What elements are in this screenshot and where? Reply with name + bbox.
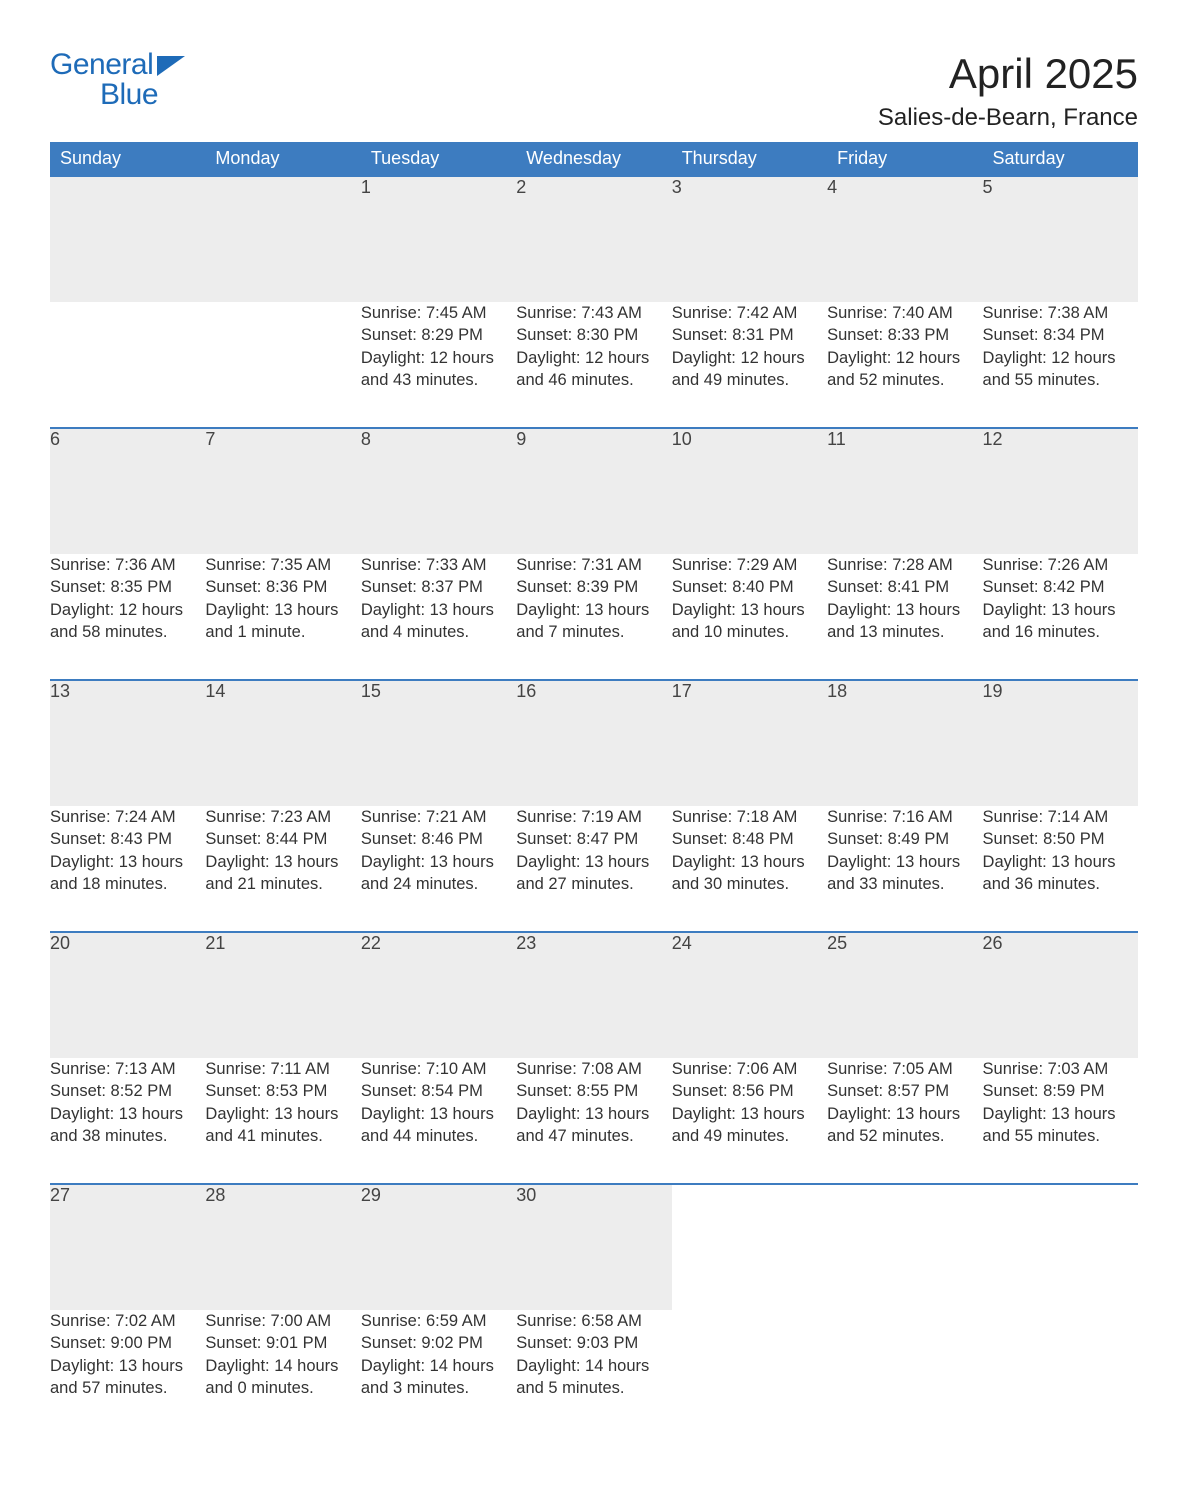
day-number: 7 <box>205 428 360 554</box>
day-content-row: Sunrise: 7:24 AMSunset: 8:43 PMDaylight:… <box>50 806 1138 932</box>
day-number: 4 <box>827 176 982 302</box>
day-cell: Sunrise: 7:00 AMSunset: 9:01 PMDaylight:… <box>205 1310 360 1436</box>
day-cell: Sunrise: 7:08 AMSunset: 8:55 PMDaylight:… <box>516 1058 671 1184</box>
day-cell: Sunrise: 7:23 AMSunset: 8:44 PMDaylight:… <box>205 806 360 932</box>
empty-day-cell <box>827 1310 982 1436</box>
location: Salies-de-Bearn, France <box>878 104 1138 132</box>
day-cell: Sunrise: 7:43 AMSunset: 8:30 PMDaylight:… <box>516 302 671 428</box>
day-cell: Sunrise: 7:40 AMSunset: 8:33 PMDaylight:… <box>827 302 982 428</box>
day-number: 18 <box>827 680 982 806</box>
logo-text-2: Blue <box>100 80 158 110</box>
day-content-row: Sunrise: 7:36 AMSunset: 8:35 PMDaylight:… <box>50 554 1138 680</box>
weekday-header: Friday <box>827 142 982 176</box>
weekday-header: Wednesday <box>516 142 671 176</box>
empty-day-cell <box>205 302 360 428</box>
day-cell: Sunrise: 7:05 AMSunset: 8:57 PMDaylight:… <box>827 1058 982 1184</box>
day-cell: Sunrise: 7:10 AMSunset: 8:54 PMDaylight:… <box>361 1058 516 1184</box>
day-cell: Sunrise: 6:58 AMSunset: 9:03 PMDaylight:… <box>516 1310 671 1436</box>
day-cell: Sunrise: 7:31 AMSunset: 8:39 PMDaylight:… <box>516 554 671 680</box>
day-number-row: 12345 <box>50 176 1138 302</box>
day-number: 26 <box>983 932 1138 1058</box>
day-cell: Sunrise: 7:36 AMSunset: 8:35 PMDaylight:… <box>50 554 205 680</box>
day-number-row: 27282930 <box>50 1184 1138 1310</box>
day-cell: Sunrise: 7:38 AMSunset: 8:34 PMDaylight:… <box>983 302 1138 428</box>
calendar-document: General Blue April 2025 Salies-de-Bearn,… <box>50 50 1138 1436</box>
weekday-header: Sunday <box>50 142 205 176</box>
empty-day-number <box>827 1184 982 1310</box>
weekday-header: Tuesday <box>361 142 516 176</box>
day-cell: Sunrise: 7:42 AMSunset: 8:31 PMDaylight:… <box>672 302 827 428</box>
day-cell: Sunrise: 7:45 AMSunset: 8:29 PMDaylight:… <box>361 302 516 428</box>
day-cell: Sunrise: 7:28 AMSunset: 8:41 PMDaylight:… <box>827 554 982 680</box>
day-number: 5 <box>983 176 1138 302</box>
day-number: 1 <box>361 176 516 302</box>
day-number: 8 <box>361 428 516 554</box>
header: General Blue April 2025 Salies-de-Bearn,… <box>50 50 1138 132</box>
day-cell: Sunrise: 7:14 AMSunset: 8:50 PMDaylight:… <box>983 806 1138 932</box>
day-content-row: Sunrise: 7:02 AMSunset: 9:00 PMDaylight:… <box>50 1310 1138 1436</box>
day-cell: Sunrise: 7:02 AMSunset: 9:00 PMDaylight:… <box>50 1310 205 1436</box>
day-number: 9 <box>516 428 671 554</box>
logo: General Blue <box>50 50 185 110</box>
day-number: 11 <box>827 428 982 554</box>
day-number: 3 <box>672 176 827 302</box>
day-number: 29 <box>361 1184 516 1310</box>
day-number: 20 <box>50 932 205 1058</box>
day-cell: Sunrise: 7:06 AMSunset: 8:56 PMDaylight:… <box>672 1058 827 1184</box>
empty-day-cell <box>50 302 205 428</box>
weekday-header: Monday <box>205 142 360 176</box>
day-cell: Sunrise: 7:16 AMSunset: 8:49 PMDaylight:… <box>827 806 982 932</box>
day-number: 27 <box>50 1184 205 1310</box>
logo-triangle-icon <box>157 56 185 76</box>
calendar-table: SundayMondayTuesdayWednesdayThursdayFrid… <box>50 142 1138 1436</box>
empty-day-cell <box>672 1310 827 1436</box>
weekday-header: Thursday <box>672 142 827 176</box>
day-cell: Sunrise: 7:33 AMSunset: 8:37 PMDaylight:… <box>361 554 516 680</box>
day-number: 19 <box>983 680 1138 806</box>
day-cell: Sunrise: 7:26 AMSunset: 8:42 PMDaylight:… <box>983 554 1138 680</box>
day-number-row: 6789101112 <box>50 428 1138 554</box>
day-number-row: 13141516171819 <box>50 680 1138 806</box>
day-cell: Sunrise: 7:21 AMSunset: 8:46 PMDaylight:… <box>361 806 516 932</box>
day-number: 30 <box>516 1184 671 1310</box>
day-number: 13 <box>50 680 205 806</box>
logo-text-1: General <box>50 50 153 80</box>
day-cell: Sunrise: 6:59 AMSunset: 9:02 PMDaylight:… <box>361 1310 516 1436</box>
day-cell: Sunrise: 7:18 AMSunset: 8:48 PMDaylight:… <box>672 806 827 932</box>
day-cell: Sunrise: 7:29 AMSunset: 8:40 PMDaylight:… <box>672 554 827 680</box>
day-cell: Sunrise: 7:03 AMSunset: 8:59 PMDaylight:… <box>983 1058 1138 1184</box>
month-title: April 2025 <box>878 50 1138 98</box>
day-cell: Sunrise: 7:11 AMSunset: 8:53 PMDaylight:… <box>205 1058 360 1184</box>
day-number: 15 <box>361 680 516 806</box>
day-content-row: Sunrise: 7:45 AMSunset: 8:29 PMDaylight:… <box>50 302 1138 428</box>
empty-day-number <box>672 1184 827 1310</box>
day-number-row: 20212223242526 <box>50 932 1138 1058</box>
day-cell: Sunrise: 7:19 AMSunset: 8:47 PMDaylight:… <box>516 806 671 932</box>
day-number: 6 <box>50 428 205 554</box>
title-block: April 2025 Salies-de-Bearn, France <box>878 50 1138 132</box>
day-number: 22 <box>361 932 516 1058</box>
empty-day-number <box>205 176 360 302</box>
calendar-header-row: SundayMondayTuesdayWednesdayThursdayFrid… <box>50 142 1138 176</box>
day-number: 23 <box>516 932 671 1058</box>
day-cell: Sunrise: 7:13 AMSunset: 8:52 PMDaylight:… <box>50 1058 205 1184</box>
day-number: 12 <box>983 428 1138 554</box>
day-number: 24 <box>672 932 827 1058</box>
day-number: 21 <box>205 932 360 1058</box>
day-number: 10 <box>672 428 827 554</box>
empty-day-number <box>50 176 205 302</box>
weekday-header: Saturday <box>983 142 1138 176</box>
empty-day-cell <box>983 1310 1138 1436</box>
day-number: 14 <box>205 680 360 806</box>
day-number: 2 <box>516 176 671 302</box>
day-number: 17 <box>672 680 827 806</box>
day-cell: Sunrise: 7:24 AMSunset: 8:43 PMDaylight:… <box>50 806 205 932</box>
empty-day-number <box>983 1184 1138 1310</box>
day-number: 16 <box>516 680 671 806</box>
day-number: 25 <box>827 932 982 1058</box>
day-content-row: Sunrise: 7:13 AMSunset: 8:52 PMDaylight:… <box>50 1058 1138 1184</box>
day-cell: Sunrise: 7:35 AMSunset: 8:36 PMDaylight:… <box>205 554 360 680</box>
day-number: 28 <box>205 1184 360 1310</box>
